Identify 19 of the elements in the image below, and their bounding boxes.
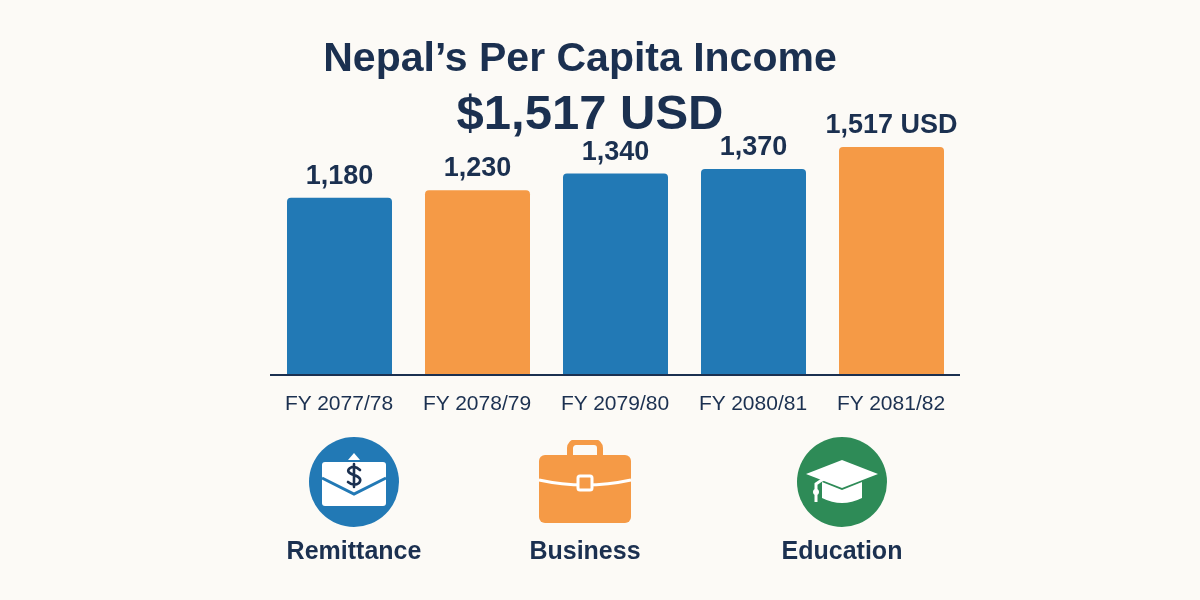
- bar: [839, 147, 944, 375]
- x-tick-label: FY 2079/80: [560, 390, 670, 414]
- bar: [701, 169, 806, 375]
- x-tick-label: FY 2081/82: [836, 390, 946, 414]
- data-label: 1,340: [581, 135, 650, 166]
- bar: [287, 197, 392, 375]
- text: Remittance: [285, 536, 423, 565]
- data-label: 1,180: [305, 159, 374, 190]
- text: Business: [528, 536, 642, 565]
- x-tick-label: FY 2077/78: [284, 390, 394, 414]
- x-tick-label: FY 2078/79: [422, 390, 532, 414]
- data-label: 1,370: [719, 131, 788, 162]
- x-tick-label: FY 2080/81: [698, 390, 808, 414]
- text: Education: [780, 536, 904, 565]
- data-label: 1,230: [443, 152, 512, 183]
- bar: [563, 173, 668, 375]
- data-label: 1,517 USD: [825, 109, 958, 139]
- chart-title: Nepal’s Per Capita Income: [322, 34, 838, 81]
- bar: [425, 190, 530, 375]
